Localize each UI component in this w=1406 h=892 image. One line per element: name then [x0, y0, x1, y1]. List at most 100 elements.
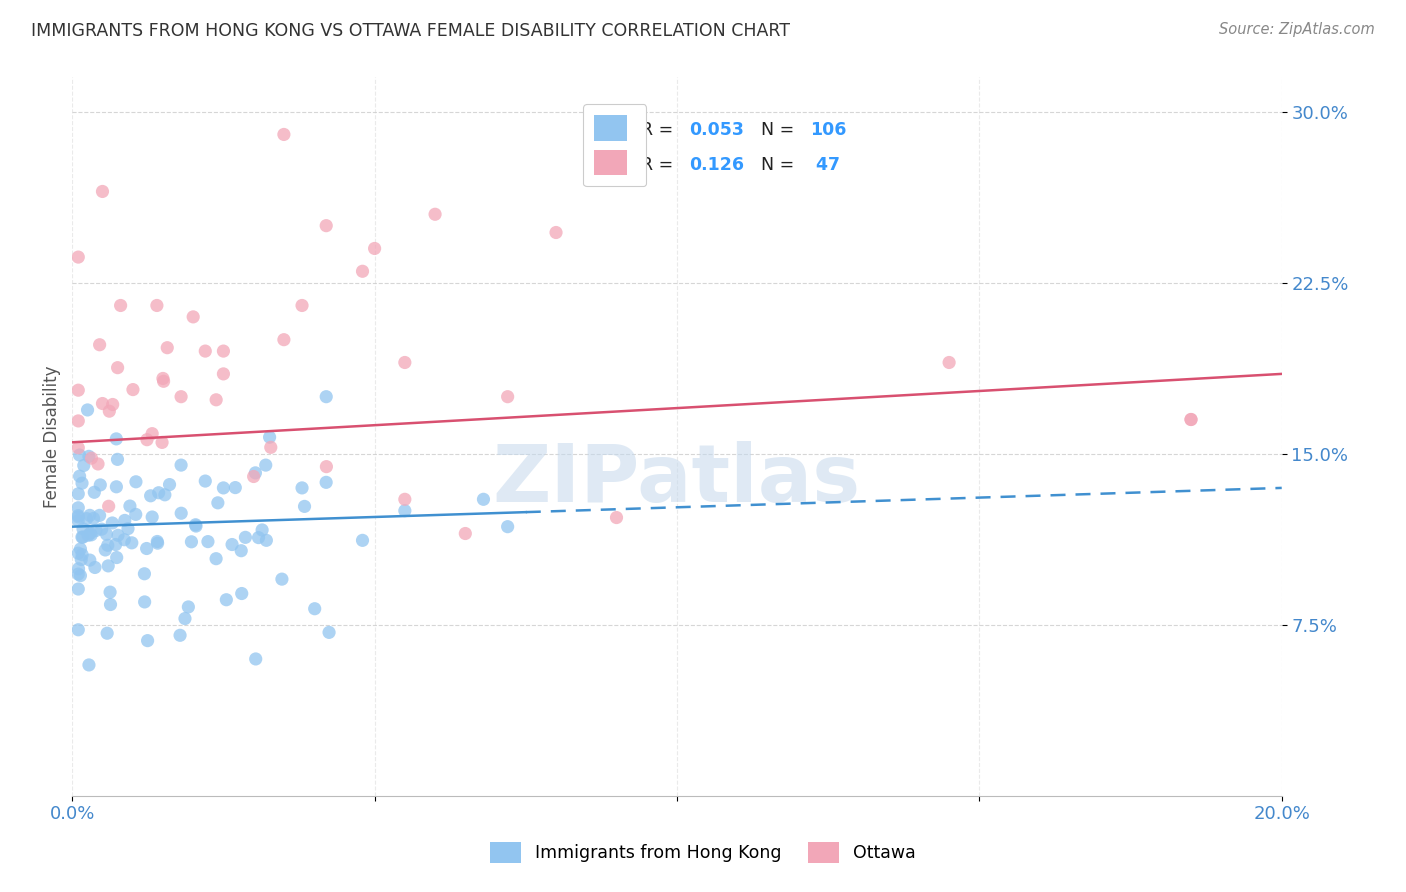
Point: [98, 585, 121, 599]
Point: [180, 534, 202, 549]
Point: [105, 432, 128, 446]
Point: [315, 219, 337, 233]
Point: [159, 477, 181, 491]
Point: [205, 551, 228, 566]
Point: [97, 558, 120, 573]
Point: [107, 452, 129, 467]
Point: [544, 226, 567, 240]
Text: R =: R =: [641, 156, 679, 175]
Point: [125, 508, 148, 522]
Point: [72, 522, 94, 536]
Point: [224, 481, 246, 495]
Point: [67, 514, 90, 528]
Point: [194, 344, 217, 359]
Point: [112, 533, 135, 547]
Point: [67, 441, 90, 455]
Point: [146, 536, 169, 550]
Text: 0.126: 0.126: [689, 156, 744, 175]
Point: [212, 481, 235, 495]
Point: [89, 508, 111, 523]
Point: [212, 367, 235, 381]
Point: [496, 519, 519, 533]
Point: [67, 250, 90, 264]
Text: 0.053: 0.053: [689, 120, 744, 138]
Point: [67, 414, 90, 428]
Point: [77, 657, 100, 672]
Point: [170, 390, 193, 404]
Point: [291, 481, 314, 495]
Point: [271, 572, 294, 586]
Point: [194, 474, 217, 488]
Point: [101, 397, 124, 411]
Point: [121, 536, 143, 550]
Point: [291, 298, 314, 312]
Text: IMMIGRANTS FROM HONG KONG VS OTTAWA FEMALE DISABILITY CORRELATION CHART: IMMIGRANTS FROM HONG KONG VS OTTAWA FEMA…: [31, 22, 790, 40]
Point: [94, 543, 117, 558]
Point: [70, 552, 93, 566]
Point: [91, 396, 114, 410]
Point: [496, 390, 519, 404]
Point: [83, 511, 105, 525]
Point: [136, 633, 159, 648]
Point: [152, 374, 174, 388]
Point: [363, 242, 385, 256]
Point: [254, 458, 277, 472]
Point: [938, 355, 960, 369]
Point: [352, 533, 374, 548]
Text: 106: 106: [810, 120, 846, 138]
Point: [79, 553, 101, 567]
Text: Source: ZipAtlas.com: Source: ZipAtlas.com: [1219, 22, 1375, 37]
Point: [79, 526, 101, 541]
Point: [80, 528, 103, 542]
Point: [91, 185, 114, 199]
Point: [181, 310, 204, 324]
Point: [69, 448, 91, 462]
Point: [135, 541, 157, 556]
Point: [105, 480, 128, 494]
Point: [150, 435, 173, 450]
Point: [69, 469, 91, 483]
Point: [205, 392, 228, 407]
Y-axis label: Female Disability: Female Disability: [44, 366, 60, 508]
Point: [1180, 412, 1202, 426]
Point: [67, 567, 90, 582]
Point: [107, 528, 129, 542]
Point: [605, 510, 627, 524]
Point: [141, 510, 163, 524]
Point: [84, 524, 107, 538]
Point: [235, 530, 257, 544]
Point: [97, 500, 120, 514]
Point: [90, 522, 112, 536]
Point: [67, 383, 90, 397]
Point: [118, 499, 141, 513]
Point: [97, 538, 120, 552]
Point: [104, 537, 127, 551]
Point: [156, 341, 179, 355]
Point: [394, 492, 416, 507]
Point: [96, 527, 118, 541]
Point: [105, 550, 128, 565]
Point: [394, 355, 416, 369]
Text: N =: N =: [749, 120, 799, 138]
Point: [260, 441, 283, 455]
Point: [146, 534, 169, 549]
Point: [170, 458, 193, 472]
Point: [70, 548, 93, 562]
Point: [110, 298, 132, 312]
Point: [117, 522, 139, 536]
Point: [136, 433, 159, 447]
Point: [69, 542, 91, 557]
Point: [273, 128, 295, 142]
Point: [139, 489, 162, 503]
Legend: Immigrants from Hong Kong, Ottawa: Immigrants from Hong Kong, Ottawa: [484, 835, 922, 870]
Text: ZIPatlas: ZIPatlas: [494, 441, 860, 518]
Point: [245, 652, 267, 666]
Point: [273, 333, 295, 347]
Point: [1180, 412, 1202, 426]
Point: [152, 371, 174, 385]
Point: [83, 485, 105, 500]
Point: [89, 337, 111, 351]
Point: [67, 500, 90, 515]
Point: [122, 383, 145, 397]
Point: [259, 430, 281, 444]
